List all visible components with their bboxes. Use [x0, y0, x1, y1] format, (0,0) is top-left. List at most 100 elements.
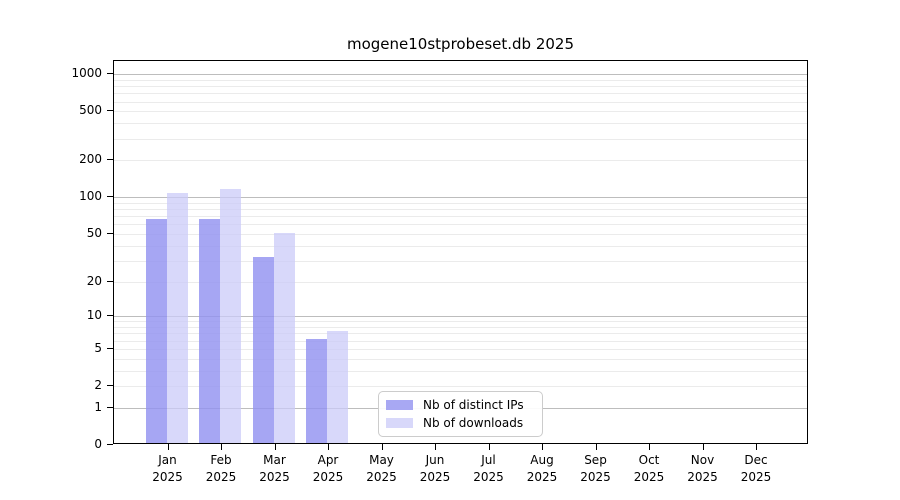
- bar-downloads-jan: [166, 192, 188, 443]
- plot-area: [113, 60, 808, 444]
- month-year: 2025: [633, 470, 665, 484]
- gridline-y-90: [114, 202, 807, 204]
- x-tick-oct: [649, 444, 650, 450]
- bar-ips-jan: [145, 218, 167, 443]
- x-tick-label-mar: Mar 2025: [247, 452, 303, 486]
- gridline-y-8: [114, 327, 807, 329]
- y-tick-20: [107, 280, 113, 282]
- bar-ips-feb: [199, 218, 220, 443]
- legend-item-downloads: Nb of downloads: [386, 416, 534, 430]
- month-year: 2025: [526, 470, 558, 484]
- gridline-y-50: [114, 233, 807, 235]
- x-tick-label-feb: Feb 2025: [193, 452, 249, 486]
- month-name: Feb: [210, 453, 232, 467]
- y-tick-label-20: 20: [86, 273, 102, 288]
- x-tick-aug: [542, 444, 543, 450]
- x-tick-label-jun: Jun 2025: [407, 452, 463, 486]
- x-tick-sep: [595, 444, 597, 450]
- gridline-y-600: [114, 101, 807, 103]
- legend-item-distinct-ips: Nb of distinct IPs: [386, 398, 534, 412]
- legend-label-downloads: Nb of downloads: [423, 416, 524, 430]
- gridline-y-400: [114, 123, 807, 125]
- legend: Nb of distinct IPs Nb of downloads: [378, 391, 543, 437]
- x-tick-label-nov: Nov 2025: [675, 452, 731, 486]
- gridline-y-800: [114, 86, 807, 88]
- gridline-y-6: [114, 340, 807, 342]
- x-tick-label-jan: Jan 2025: [140, 452, 196, 486]
- month-name: Dec: [744, 453, 768, 467]
- x-tick-dec: [756, 444, 757, 450]
- month-name: Sep: [584, 453, 607, 467]
- x-tick-may: [381, 444, 383, 450]
- gridline-y-10: [114, 316, 807, 318]
- y-tick-100: [107, 196, 113, 198]
- month-name: Nov: [690, 453, 715, 467]
- y-tick-label-100: 100: [79, 189, 102, 204]
- y-tick-1000: [107, 73, 113, 75]
- gridline-y-80: [114, 209, 807, 211]
- y-tick-0: [107, 444, 113, 445]
- x-tick-apr: [328, 444, 329, 450]
- x-tick-mar: [274, 444, 276, 450]
- gridline-y-40: [114, 245, 807, 247]
- y-tick-label-10: 10: [86, 308, 102, 323]
- gridline-y-300: [114, 138, 807, 140]
- y-tick-5: [107, 347, 113, 349]
- legend-swatch-downloads: [386, 418, 413, 428]
- y-tick-label-50: 50: [86, 225, 102, 240]
- y-tick-label-2: 2: [94, 378, 102, 392]
- month-year: 2025: [205, 470, 237, 484]
- month-name: May: [369, 453, 394, 467]
- y-tick-200: [107, 159, 113, 161]
- month-year: 2025: [419, 470, 451, 484]
- chart-title: mogene10stprobeset.db 2025: [346, 35, 575, 53]
- month-year: 2025: [687, 470, 718, 484]
- x-tick-label-may: May 2025: [354, 452, 410, 486]
- gridline-y-1000: [114, 74, 807, 76]
- gridline-y-900: [114, 79, 807, 81]
- y-tick-2: [107, 385, 113, 386]
- y-tick-label-1: 1: [94, 399, 102, 414]
- gridline-y-3: [114, 370, 807, 372]
- x-tick-label-oct: Oct 2025: [621, 452, 677, 486]
- gridline-y-5: [114, 348, 807, 350]
- x-tick-label-sep: Sep 2025: [568, 452, 624, 486]
- bar-ips-mar: [252, 257, 274, 443]
- month-name: Jun: [425, 453, 445, 467]
- y-tick-label-200: 200: [79, 152, 102, 167]
- x-tick-jul: [488, 444, 490, 450]
- month-year: 2025: [259, 470, 290, 484]
- x-tick-jan: [167, 444, 169, 450]
- y-tick-label-500: 500: [79, 103, 102, 118]
- gridline-y-9: [114, 321, 807, 323]
- gridline-y-700: [114, 93, 807, 95]
- gridline-y-4: [114, 358, 807, 360]
- bar-downloads-feb: [220, 189, 241, 443]
- y-tick-10: [107, 315, 113, 317]
- gridline-y-500: [114, 111, 807, 113]
- gridline-y-7: [114, 333, 807, 335]
- gridline-y-100: [114, 197, 807, 199]
- x-tick-label-aug: Aug 2025: [514, 452, 570, 486]
- y-tick-50: [107, 232, 113, 234]
- y-tick-label-0: 0: [94, 437, 102, 451]
- x-tick-label-dec: Dec 2025: [728, 452, 784, 486]
- y-tick-label-5: 5: [94, 340, 102, 355]
- month-year: 2025: [473, 470, 504, 484]
- month-name: Jan: [158, 453, 177, 467]
- gridline-y-30: [114, 260, 807, 262]
- month-name: Apr: [317, 453, 339, 467]
- x-tick-nov: [702, 444, 704, 450]
- gridline-y-2: [114, 386, 807, 387]
- month-name: Mar: [263, 453, 286, 467]
- bar-ips-apr: [306, 338, 327, 443]
- y-tick-label-1000: 1000: [71, 66, 102, 81]
- month-name: Oct: [638, 453, 660, 467]
- bar-downloads-mar: [273, 233, 295, 443]
- x-tick-label-jul: Jul 2025: [461, 452, 517, 486]
- month-year: 2025: [366, 470, 397, 484]
- x-tick-feb: [221, 444, 222, 450]
- legend-swatch-distinct-ips: [386, 400, 413, 410]
- month-name: Jul: [481, 453, 496, 467]
- x-tick-label-apr: Apr 2025: [300, 452, 356, 486]
